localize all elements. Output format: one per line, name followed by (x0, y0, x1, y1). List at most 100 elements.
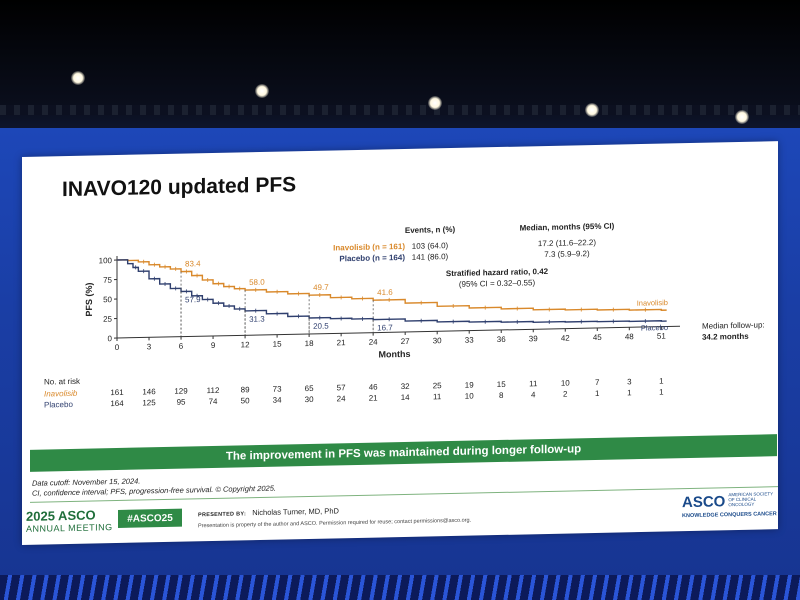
x-tick-label: 48 (625, 332, 634, 341)
at-risk-count: 25 (433, 381, 442, 390)
at-risk-row-label: Inavolisib (44, 389, 78, 399)
asco-annual-meeting-logo: 2025 ASCO ANNUAL MEETING (26, 507, 113, 534)
y-tick-label: 50 (103, 295, 112, 304)
y-axis-label: PFS (%) (84, 282, 94, 316)
at-risk-count: 1 (659, 388, 664, 397)
landmark-label-placebo: 31.3 (249, 314, 265, 323)
at-risk-count: 4 (531, 390, 536, 399)
stats-row-median: 17.2 (11.6–22.2) (538, 238, 596, 248)
series-line-inavolisib (117, 259, 667, 311)
at-risk-count: 129 (174, 387, 188, 396)
asco-logo: ASCO AMERICAN SOCIETY OF CLINICAL ONCOLOG… (682, 491, 777, 519)
at-risk-count: 24 (337, 394, 346, 403)
at-risk-count: 10 (561, 379, 570, 388)
stats-row-events: 141 (86.0) (412, 252, 449, 262)
at-risk-row-label: Placebo (44, 400, 73, 410)
landmark-label-placebo: 20.5 (313, 322, 329, 331)
x-tick-label: 6 (179, 342, 184, 351)
at-risk-count: 161 (110, 388, 124, 397)
at-risk-count: 14 (401, 393, 410, 402)
x-tick-label: 33 (465, 336, 474, 345)
stats-row-median: 7.3 (5.9–9.2) (544, 249, 590, 259)
presented-by-label: PRESENTED BY: (198, 511, 247, 519)
y-tick-label: 100 (99, 256, 113, 265)
at-risk-count: 50 (241, 396, 250, 405)
landmark-label-placebo: 57.9 (185, 295, 201, 304)
venue-ceiling (0, 0, 800, 150)
hashtag-badge: #ASCO25 (118, 508, 182, 528)
presenter-line: PRESENTED BY: Nicholas Turner, MD, PhD (198, 506, 339, 518)
y-tick-label: 25 (103, 315, 112, 324)
at-risk-count: 32 (401, 382, 410, 391)
at-risk-count: 125 (142, 398, 156, 407)
at-risk-count: 74 (209, 397, 218, 406)
stage-light (255, 84, 269, 98)
x-tick-label: 3 (147, 342, 152, 351)
stage-floor (0, 575, 800, 600)
stats-row-events: 103 (64.0) (412, 241, 449, 251)
x-tick-label: 24 (369, 338, 378, 347)
stats-row-label: Inavolisib (n = 161) (333, 242, 405, 253)
x-axis-line (117, 325, 680, 339)
at-risk-count: 15 (497, 380, 506, 389)
presentation-slide: INAVO120 updated PFS 0 25 50 75 100 0 3 6 9 12 15 1… (22, 141, 778, 545)
stats-header-median: Median, months (95% CI) (520, 222, 615, 233)
at-risk-count: 7 (595, 378, 600, 387)
median-followup-value: 34.2 months (702, 332, 749, 342)
hazard-ratio: Stratified hazard ratio, 0.42 (446, 267, 549, 278)
asco-logo-wordmark: ASCO (682, 493, 726, 512)
at-risk-count: 164 (110, 399, 124, 408)
at-risk-count: 89 (241, 385, 250, 394)
presenter-name: Nicholas Turner, MD, PhD (252, 506, 339, 518)
x-tick-label: 45 (593, 333, 602, 342)
x-axis-label: Months (379, 349, 411, 360)
x-tick-label: 42 (561, 334, 570, 343)
x-tick-label: 51 (657, 332, 666, 341)
at-risk-count: 11 (433, 392, 442, 401)
at-risk-count: 95 (177, 398, 186, 407)
series-end-label: Placebo (641, 323, 668, 333)
x-tick-label: 15 (273, 340, 282, 349)
at-risk-count: 1 (659, 377, 664, 386)
x-tick-label: 30 (433, 336, 442, 345)
at-risk-count: 46 (369, 383, 378, 392)
at-risk-count: 73 (273, 385, 282, 394)
landmark-label-inavolisib: 41.6 (377, 288, 393, 297)
landmark-label-placebo: 16.7 (377, 323, 393, 332)
x-tick-label: 36 (497, 335, 506, 344)
at-risk-count: 1 (627, 388, 632, 397)
meeting-logo-subtitle: ANNUAL MEETING (26, 522, 113, 534)
at-risk-count: 112 (207, 386, 220, 395)
at-risk-count: 10 (465, 392, 474, 401)
landmark-label-inavolisib: 83.4 (185, 259, 201, 268)
x-tick-label: 0 (115, 343, 120, 352)
at-risk-count: 30 (305, 395, 314, 404)
x-tick-label: 27 (401, 337, 410, 346)
at-risk-count: 34 (273, 396, 282, 405)
y-tick-label: 75 (103, 276, 112, 285)
stage-light (71, 71, 85, 85)
median-followup-label: Median follow-up: (702, 320, 765, 330)
asco-logo-society: AMERICAN SOCIETY OF CLINICAL ONCOLOGY (728, 491, 774, 508)
x-tick-label: 12 (241, 340, 250, 349)
x-tick-label: 39 (529, 334, 538, 343)
landmark-label-inavolisib: 49.7 (313, 283, 329, 292)
stats-header-events: Events, n (%) (405, 225, 456, 235)
at-risk-count: 65 (305, 384, 314, 393)
landmark-label-inavolisib: 58.0 (249, 278, 265, 287)
asco-logo-tagline: KNOWLEDGE CONQUERS CANCER (682, 511, 777, 520)
hazard-ratio-ci: (95% CI = 0.32–0.55) (459, 278, 536, 289)
at-risk-count: 8 (499, 391, 504, 400)
at-risk-count: 11 (529, 379, 538, 388)
stage-light (585, 103, 599, 117)
at-risk-count: 57 (337, 383, 346, 392)
at-risk-count: 1 (595, 389, 600, 398)
at-risk-count: 19 (465, 381, 474, 390)
at-risk-count: 146 (142, 387, 156, 396)
x-tick-label: 18 (305, 339, 314, 348)
at-risk-header: No. at risk (44, 377, 81, 387)
x-tick-label: 9 (211, 341, 216, 350)
stage-light (428, 96, 442, 110)
copyright-disclaimer: Presentation is property of the author a… (198, 517, 472, 530)
